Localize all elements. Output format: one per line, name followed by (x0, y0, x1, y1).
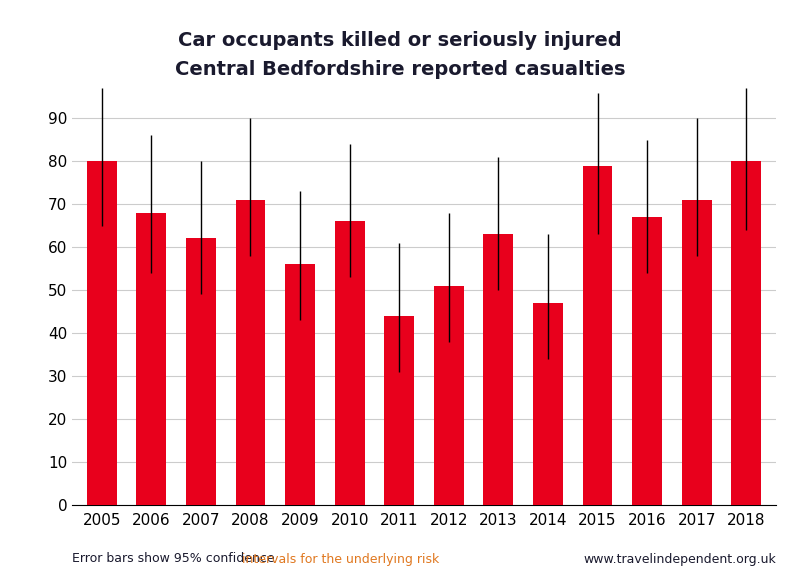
Bar (731, 161, 761, 505)
Bar (533, 303, 563, 505)
Bar (334, 222, 365, 505)
Bar (384, 316, 414, 505)
Bar (236, 200, 266, 505)
Bar (434, 286, 464, 505)
Bar (186, 238, 216, 505)
Bar (483, 234, 514, 505)
Text: intervals for the underlying risk: intervals for the underlying risk (242, 553, 440, 566)
Bar (137, 213, 166, 505)
Text: Error bars show 95% confidence: Error bars show 95% confidence (72, 553, 278, 566)
Text: Central Bedfordshire reported casualties: Central Bedfordshire reported casualties (174, 60, 626, 79)
Text: www.travelindependent.org.uk: www.travelindependent.org.uk (583, 553, 776, 566)
Bar (87, 161, 117, 505)
Bar (632, 217, 662, 505)
Text: Car occupants killed or seriously injured: Car occupants killed or seriously injure… (178, 31, 622, 50)
Bar (682, 200, 711, 505)
Bar (285, 264, 315, 505)
Bar (582, 165, 612, 505)
